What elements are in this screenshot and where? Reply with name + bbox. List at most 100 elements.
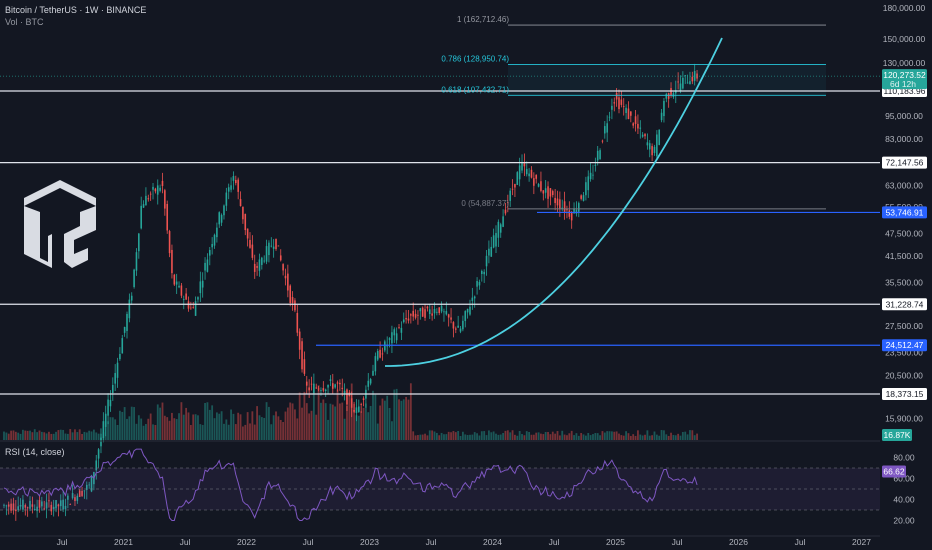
candle-body (249, 239, 251, 248)
candle-body (670, 88, 672, 96)
volume-bar (135, 423, 138, 440)
candle-body (658, 129, 661, 145)
candle-body (90, 475, 93, 492)
candle-body (119, 353, 121, 360)
volume-bar (596, 433, 599, 440)
volume-bar (223, 423, 225, 440)
candle-body (358, 406, 360, 412)
volume-bar (435, 432, 438, 440)
candle-body (542, 190, 545, 194)
volume-bar (469, 434, 471, 440)
candle-body (201, 280, 204, 288)
candle-body (166, 203, 169, 231)
candle-body (554, 197, 556, 204)
candle-body (689, 81, 691, 85)
logo-left (24, 206, 52, 268)
candle-body (133, 269, 135, 288)
candle-body (3, 504, 5, 506)
volume-bar (5, 432, 8, 440)
volume-bar (426, 435, 429, 440)
volume-bar (454, 432, 457, 440)
volume-bar (24, 430, 27, 440)
candle-body (410, 314, 412, 316)
volume-bar (322, 399, 325, 440)
volume-bar (199, 424, 202, 440)
candle-body (38, 500, 41, 508)
volume-bar (402, 399, 405, 440)
volume-bar (365, 403, 367, 440)
candle-body (171, 249, 173, 274)
candle-body (646, 142, 649, 146)
fib-label: 0 (54,887.37) (461, 199, 509, 208)
volume-bar (431, 430, 434, 440)
volume-bar (696, 433, 698, 440)
candle-body (648, 143, 651, 150)
volume-bar (367, 412, 370, 440)
candle-body (341, 387, 344, 389)
candle-body (412, 310, 415, 317)
candle-body (149, 193, 152, 195)
time-tick: 2022 (237, 537, 256, 547)
volume-bar (244, 424, 247, 440)
candle-body (613, 102, 616, 104)
volume-bar (521, 434, 523, 440)
candle-body (45, 502, 48, 509)
volume-bar (145, 424, 147, 440)
candle-countdown: 6d 12h (890, 79, 916, 89)
volume-bar (634, 435, 637, 440)
candle-body (154, 188, 157, 192)
volume-bar (376, 423, 379, 440)
volume-bar (490, 432, 493, 440)
volume-bar (466, 435, 469, 440)
candle-body (48, 500, 50, 502)
candle-body (438, 307, 441, 314)
candle-body (533, 178, 535, 186)
candle-body (114, 373, 116, 384)
candle-body (540, 181, 542, 191)
volume-bar (308, 413, 311, 440)
volume-bar (29, 430, 31, 440)
candle-body (17, 506, 19, 511)
volume-bar (242, 426, 244, 440)
candle-body (253, 263, 256, 272)
candle-body (604, 126, 606, 134)
candle-body (265, 246, 268, 262)
fib-zone (508, 64, 826, 96)
candle-body (291, 297, 294, 303)
candle-body (190, 307, 192, 309)
volume-bar (36, 432, 39, 440)
volume-bar (693, 435, 696, 440)
candle-body (242, 206, 244, 220)
level-badge (882, 206, 927, 219)
volume-bar (249, 423, 251, 440)
volume-bar (360, 411, 363, 440)
volume-bar (305, 403, 308, 440)
volume-bar (260, 417, 263, 440)
candle-body (693, 71, 696, 81)
volume-bar (478, 435, 481, 440)
candle-body (400, 327, 403, 333)
volume-bar (282, 422, 285, 440)
candle-body (289, 285, 292, 304)
candle-body (147, 198, 150, 200)
candles (3, 63, 698, 521)
volume-bar (74, 429, 76, 440)
volume-bar (438, 435, 441, 440)
candle-body (41, 501, 43, 507)
candle-body (407, 318, 410, 321)
volume-bar (353, 403, 355, 440)
volume-bar (147, 418, 150, 440)
candle-body (213, 234, 216, 246)
candle-body (64, 505, 67, 510)
candle-body (637, 123, 639, 129)
candle-body (57, 504, 60, 507)
candle-body (447, 314, 450, 318)
volume-bar (620, 435, 623, 440)
volume-bar (383, 400, 386, 440)
volume-bar (289, 402, 292, 440)
rsi-line (3, 448, 698, 521)
candle-body (346, 389, 348, 405)
volume-bar (12, 430, 15, 440)
candle-body (381, 353, 384, 355)
